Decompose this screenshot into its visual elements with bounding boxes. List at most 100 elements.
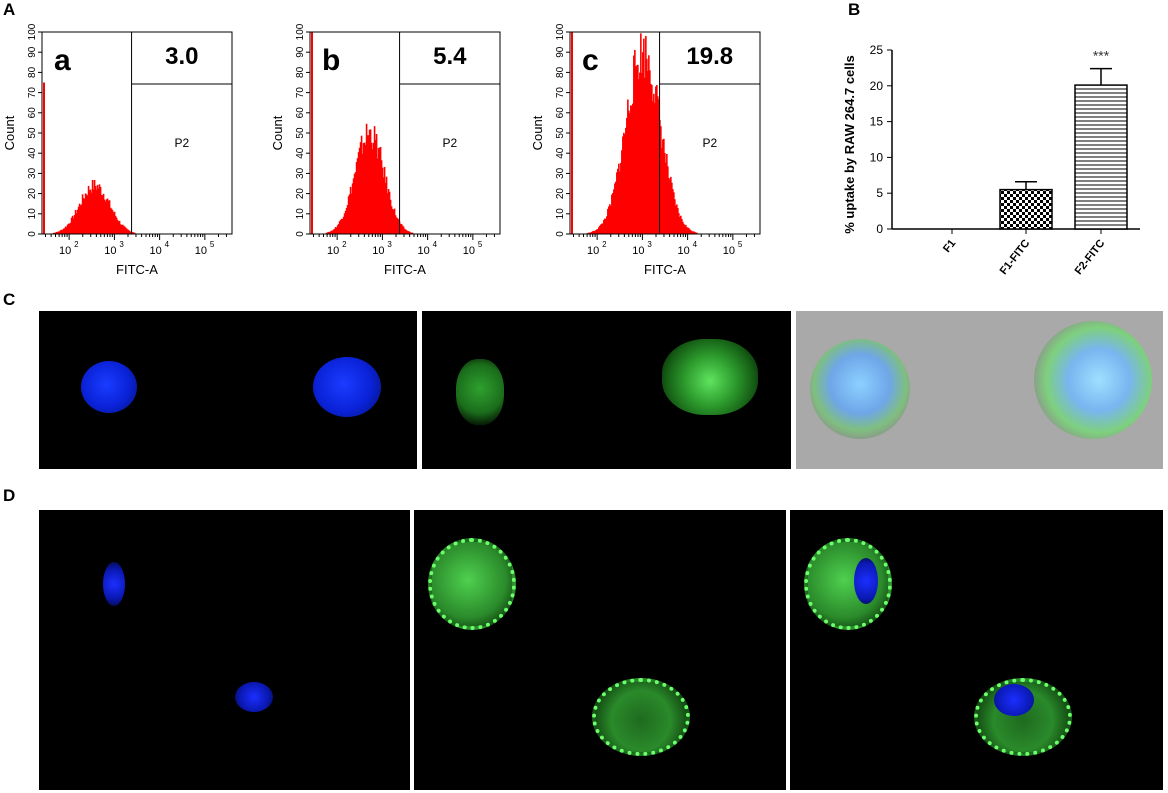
histogram-bin [406, 231, 409, 234]
histogram-bin [648, 55, 650, 234]
histogram-bin [114, 215, 117, 234]
x-tick-label: 10 [723, 245, 735, 257]
x-axis-label: FITC-A [116, 262, 158, 277]
histogram-bin [111, 210, 114, 234]
histogram-bin [367, 135, 370, 234]
histogram-bin [53, 232, 56, 234]
y-tick-label: 60 [27, 107, 38, 119]
histogram-bin [338, 221, 341, 234]
histogram-bin [109, 207, 112, 234]
histogram-bin [673, 192, 675, 234]
histogram-bin [345, 207, 348, 234]
x-tick-exponent: 3 [387, 240, 392, 249]
histogram-bin [106, 198, 109, 234]
y-tick-label: 90 [555, 46, 566, 58]
histogram-bin [660, 126, 662, 234]
histogram-bin [356, 158, 359, 234]
nucleus-blue [103, 562, 125, 606]
histogram-bin [407, 231, 410, 234]
histogram-bin [603, 219, 605, 234]
histogram-bin [84, 193, 87, 234]
x-tick-label: 10 [104, 245, 116, 257]
histogram-bin [75, 213, 78, 234]
nucleus-blue [313, 357, 381, 417]
histogram-bin [83, 198, 86, 234]
histogram-bin [395, 217, 398, 234]
y-tick-label: 80 [555, 66, 566, 78]
histogram-bin [680, 215, 682, 234]
histogram-bin [602, 223, 604, 234]
histogram-bin [663, 138, 665, 234]
histogram-bin [330, 230, 333, 234]
y-tick-label: 70 [27, 87, 38, 99]
histogram-bin [387, 189, 390, 234]
histogram-bin [405, 229, 408, 234]
panel-label-a: A [3, 0, 16, 19]
histogram-bin [601, 223, 603, 234]
histogram-bin [348, 194, 351, 234]
histogram-bin [372, 142, 375, 234]
histogram-bin [132, 232, 135, 234]
histogram-bin [370, 142, 373, 234]
histogram-bin [393, 208, 396, 234]
x-tick-exponent: 2 [74, 240, 79, 249]
histogram-bin [95, 189, 98, 234]
y-tick-label: 0 [876, 222, 883, 236]
histogram-bin [81, 194, 84, 234]
x-tick-label: 10 [327, 245, 339, 257]
histogram-bin [630, 105, 632, 234]
histogram-bin [608, 206, 610, 234]
histogram-bin [125, 228, 128, 234]
histogram-bin [685, 224, 687, 234]
micrograph-d-fitc [414, 510, 786, 790]
x-tick-label: 10 [417, 245, 429, 257]
histogram-bin [121, 224, 124, 234]
histogram-bin [335, 227, 338, 234]
histogram-bin [68, 223, 71, 234]
micrograph-c-merged [796, 311, 1163, 469]
y-tick-label: 40 [555, 147, 566, 159]
histogram-bin [641, 72, 643, 234]
histogram-bin [625, 127, 627, 234]
histogram-bin [669, 179, 671, 234]
histogram-edge-spike [311, 32, 313, 234]
histogram-bin [409, 232, 412, 234]
histogram-bin [595, 230, 597, 234]
histogram-bin [127, 230, 130, 234]
histogram-bin [615, 181, 617, 234]
histogram-bin [97, 188, 100, 234]
histogram-bin [633, 55, 635, 234]
histogram-bin [636, 65, 638, 234]
histogram-bin [614, 183, 616, 234]
histogram-bin [634, 49, 636, 234]
histogram-bin [684, 225, 686, 234]
micrograph-d-dapi [39, 510, 410, 790]
histogram-bin [612, 193, 614, 234]
uptake-bar-chart: 0 5 10 15 20 25 % uptake by RAW 264.7 cells F1 F… [842, 43, 1140, 277]
histogram-bin [666, 153, 668, 234]
histogram-bin [91, 179, 94, 234]
histogram-bin [70, 217, 73, 234]
histogram-bin [353, 173, 356, 234]
histogram-panel-letter: a [54, 44, 71, 77]
histogram-bin [105, 199, 108, 234]
y-tick-label: 60 [295, 107, 306, 119]
histogram-bin [78, 203, 81, 234]
x-tick-label: 10 [372, 245, 384, 257]
histogram-bin [128, 230, 131, 234]
histogram-bin [640, 33, 642, 235]
histogram-bin [664, 152, 666, 234]
histogram-bin [99, 186, 102, 234]
histogram-bin [355, 162, 358, 234]
histogram-bin [347, 196, 350, 234]
histogram-panel-letter: c [582, 44, 599, 77]
histogram-bin [400, 223, 403, 234]
y-axis-label: Count [270, 115, 285, 150]
histogram-bin [62, 228, 65, 234]
histogram-bin [90, 192, 93, 234]
histogram-bin [678, 213, 680, 234]
merged-cell [810, 339, 910, 439]
histogram-bin [692, 231, 694, 234]
histogram-bin [671, 182, 673, 234]
histogram-bin [399, 223, 402, 234]
